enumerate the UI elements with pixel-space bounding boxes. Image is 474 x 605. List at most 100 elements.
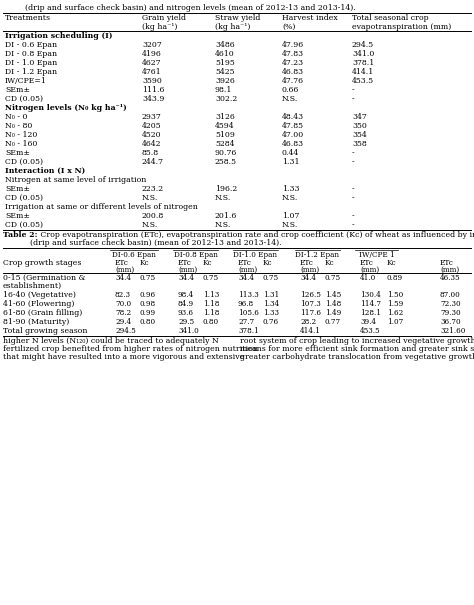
Text: -: - <box>352 194 355 202</box>
Text: Interaction (I x N): Interaction (I x N) <box>5 167 85 175</box>
Text: 34.4: 34.4 <box>238 274 254 282</box>
Text: N.S.: N.S. <box>282 194 298 202</box>
Text: 1.18: 1.18 <box>203 300 219 308</box>
Text: 1.34: 1.34 <box>263 300 279 308</box>
Text: N.S.: N.S. <box>215 221 231 229</box>
Text: 4196: 4196 <box>142 50 162 58</box>
Text: 453.5: 453.5 <box>360 327 381 335</box>
Text: 1.48: 1.48 <box>325 300 341 308</box>
Text: IW/CPE=1: IW/CPE=1 <box>5 77 47 85</box>
Text: 47.76: 47.76 <box>282 77 304 85</box>
Text: CD (0.05): CD (0.05) <box>5 158 43 166</box>
Text: 1.33: 1.33 <box>282 185 300 193</box>
Text: means for more efficient sink formation and greater sink size,: means for more efficient sink formation … <box>240 345 474 353</box>
Text: N.S.: N.S. <box>282 221 298 229</box>
Text: 4627: 4627 <box>142 59 162 67</box>
Text: 294.5: 294.5 <box>115 327 136 335</box>
Text: 3590: 3590 <box>142 77 162 85</box>
Text: 3926: 3926 <box>215 77 235 85</box>
Text: N₀ - 80: N₀ - 80 <box>5 122 32 130</box>
Text: 341.0: 341.0 <box>178 327 199 335</box>
Text: -: - <box>352 212 355 220</box>
Text: 78.2: 78.2 <box>115 309 131 317</box>
Text: 1.18: 1.18 <box>203 309 219 317</box>
Text: 4205: 4205 <box>142 122 162 130</box>
Text: Nitrogen at same level of irrigation: Nitrogen at same level of irrigation <box>5 176 146 184</box>
Text: 39.4: 39.4 <box>360 318 376 326</box>
Text: (mm): (mm) <box>115 266 134 274</box>
Text: 79.30: 79.30 <box>440 309 461 317</box>
Text: SEm±: SEm± <box>5 149 30 157</box>
Text: 87.00: 87.00 <box>440 291 461 299</box>
Text: 47.85: 47.85 <box>282 122 304 130</box>
Text: 70.0: 70.0 <box>115 300 131 308</box>
Text: (mm): (mm) <box>360 266 379 274</box>
Text: 453.5: 453.5 <box>352 77 374 85</box>
Text: 1.59: 1.59 <box>387 300 403 308</box>
Text: 0.76: 0.76 <box>263 318 279 326</box>
Text: Straw yield
(kg ha⁻¹): Straw yield (kg ha⁻¹) <box>215 14 260 31</box>
Text: 1.49: 1.49 <box>325 309 341 317</box>
Text: 47.96: 47.96 <box>282 41 304 49</box>
Text: 72.30: 72.30 <box>440 300 461 308</box>
Text: 107.3: 107.3 <box>300 300 321 308</box>
Text: 5284: 5284 <box>215 140 235 148</box>
Text: 128.1: 128.1 <box>360 309 381 317</box>
Text: 90.76: 90.76 <box>215 149 237 157</box>
Text: 414.1: 414.1 <box>300 327 321 335</box>
Text: 61-80 (Grain filling): 61-80 (Grain filling) <box>3 309 82 317</box>
Text: (drip and surface check basin) (mean of 2012-13 and 2013-14).: (drip and surface check basin) (mean of … <box>10 239 282 247</box>
Text: 1.13: 1.13 <box>203 291 219 299</box>
Text: Crop growth stages: Crop growth stages <box>3 259 82 267</box>
Text: CD (0.05): CD (0.05) <box>5 194 43 202</box>
Text: 28.2: 28.2 <box>300 318 316 326</box>
Text: 4761: 4761 <box>142 68 162 76</box>
Text: 46.83: 46.83 <box>282 140 304 148</box>
Text: Treatments: Treatments <box>5 14 51 22</box>
Text: 34.4: 34.4 <box>178 274 194 282</box>
Text: 117.6: 117.6 <box>300 309 321 317</box>
Text: 1.62: 1.62 <box>387 309 403 317</box>
Text: N.S.: N.S. <box>142 194 158 202</box>
Text: 1.07: 1.07 <box>282 212 300 220</box>
Text: (mm): (mm) <box>238 266 257 274</box>
Text: SEm±: SEm± <box>5 212 30 220</box>
Text: 1.07: 1.07 <box>387 318 403 326</box>
Text: 98.1: 98.1 <box>215 86 232 94</box>
Text: 4642: 4642 <box>142 140 162 148</box>
Text: 113.3: 113.3 <box>238 291 259 299</box>
Text: 2937: 2937 <box>142 113 162 121</box>
Text: 1.50: 1.50 <box>387 291 403 299</box>
Text: DI-1.2 Epan: DI-1.2 Epan <box>295 251 339 259</box>
Text: ETc: ETc <box>300 259 314 267</box>
Text: (drip and surface check basin) and nitrogen levels (mean of 2012-13 and 2013-14): (drip and surface check basin) and nitro… <box>25 4 356 12</box>
Text: 93.6: 93.6 <box>178 309 194 317</box>
Text: 0.96: 0.96 <box>140 291 156 299</box>
Text: DI-0.6 Epan: DI-0.6 Epan <box>112 251 156 259</box>
Text: ETc: ETc <box>440 259 454 267</box>
Text: 41.0: 41.0 <box>360 274 376 282</box>
Text: 85.8: 85.8 <box>142 149 159 157</box>
Text: Irrigation at same or different levels of nitrogen: Irrigation at same or different levels o… <box>5 203 198 211</box>
Text: DI - 0.6 Epan: DI - 0.6 Epan <box>5 41 57 49</box>
Text: 223.2: 223.2 <box>142 185 164 193</box>
Text: -: - <box>352 149 355 157</box>
Text: N₀ - 120: N₀ - 120 <box>5 131 37 139</box>
Text: 34.4: 34.4 <box>300 274 316 282</box>
Text: 358: 358 <box>352 140 367 148</box>
Text: -: - <box>352 158 355 166</box>
Text: 47.23: 47.23 <box>282 59 304 67</box>
Text: fertilized crop benefited from higher rates of nitrogen nutrition: fertilized crop benefited from higher ra… <box>3 345 258 353</box>
Text: 4610: 4610 <box>215 50 235 58</box>
Text: 0.77: 0.77 <box>325 318 341 326</box>
Text: 34.4: 34.4 <box>115 274 131 282</box>
Text: higher N levels (N₁₂₀) could be traced to adequately N: higher N levels (N₁₂₀) could be traced t… <box>3 337 219 345</box>
Text: DI-1.0 Epan: DI-1.0 Epan <box>234 251 277 259</box>
Text: 302.2: 302.2 <box>215 95 237 103</box>
Text: 378.1: 378.1 <box>238 327 259 335</box>
Text: that might have resulted into a more vigorous and extensive: that might have resulted into a more vig… <box>3 353 244 361</box>
Text: establishment): establishment) <box>3 282 62 290</box>
Text: 114.7: 114.7 <box>360 300 381 308</box>
Text: 3486: 3486 <box>215 41 235 49</box>
Text: -: - <box>352 221 355 229</box>
